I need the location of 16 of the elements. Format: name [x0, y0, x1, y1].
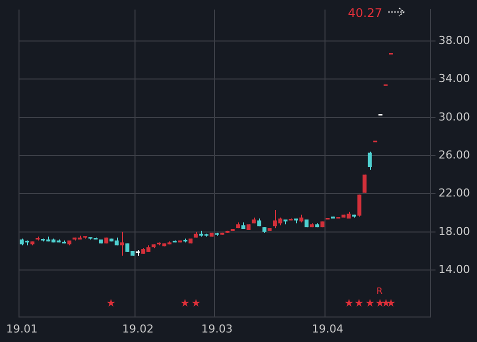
x-tick-label: 19.01 [6, 322, 38, 336]
candlestick [357, 194, 362, 218]
y-tick-label: 38.00 [438, 34, 470, 47]
x-tick-label: 19.02 [122, 322, 154, 336]
annotation: R [376, 286, 383, 297]
y-tick-label: 18.00 [438, 224, 470, 238]
y-tick-label: 26.00 [438, 148, 470, 162]
candlestick [362, 174, 367, 194]
y-tick-label: 14.00 [438, 262, 470, 276]
candlestick [368, 151, 372, 170]
y-tick-label: 22.00 [438, 186, 470, 200]
y-tick-label: 34.00 [438, 72, 470, 86]
annotation: 40.27 [348, 6, 382, 20]
x-tick-label: 19.04 [312, 322, 344, 336]
x-tick-label: 19.03 [201, 322, 233, 336]
y-tick-label: 30.00 [438, 110, 470, 124]
